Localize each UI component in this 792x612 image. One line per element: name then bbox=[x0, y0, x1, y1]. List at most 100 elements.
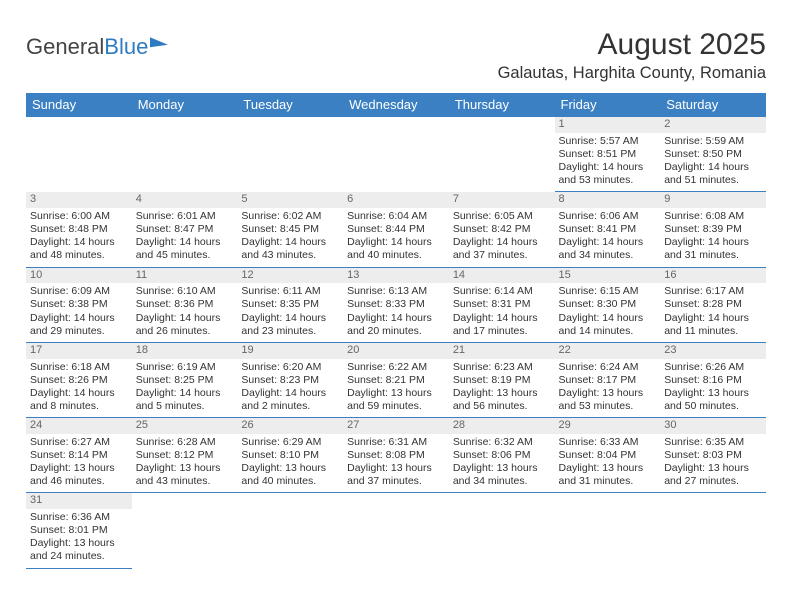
sunrise-text: Sunrise: 6:15 AM bbox=[559, 285, 657, 298]
weekday-header: Monday bbox=[132, 93, 238, 117]
sunrise-text: Sunrise: 6:33 AM bbox=[559, 436, 657, 449]
sunset-text: Sunset: 8:35 PM bbox=[241, 298, 339, 311]
weekday-header: Tuesday bbox=[237, 93, 343, 117]
sunrise-text: Sunrise: 6:06 AM bbox=[559, 210, 657, 223]
sunrise-text: Sunrise: 6:14 AM bbox=[453, 285, 551, 298]
day-number: 2 bbox=[660, 117, 766, 133]
day-cell: 6Sunrise: 6:04 AMSunset: 8:44 PMDaylight… bbox=[343, 192, 449, 267]
sunset-text: Sunset: 8:03 PM bbox=[664, 449, 762, 462]
sunset-text: Sunset: 8:06 PM bbox=[453, 449, 551, 462]
daylight-text: and 24 minutes. bbox=[30, 550, 128, 563]
day-number: 7 bbox=[449, 192, 555, 208]
daylight-text: Daylight: 14 hours bbox=[136, 236, 234, 249]
day-number: 31 bbox=[26, 493, 132, 509]
day-cell: 13Sunrise: 6:13 AMSunset: 8:33 PMDayligh… bbox=[343, 267, 449, 342]
day-cell: 27Sunrise: 6:31 AMSunset: 8:08 PMDayligh… bbox=[343, 418, 449, 493]
daylight-text: Daylight: 14 hours bbox=[136, 312, 234, 325]
sunset-text: Sunset: 8:17 PM bbox=[559, 374, 657, 387]
weekday-header: Sunday bbox=[26, 93, 132, 117]
sunrise-text: Sunrise: 6:32 AM bbox=[453, 436, 551, 449]
day-cell: 16Sunrise: 6:17 AMSunset: 8:28 PMDayligh… bbox=[660, 267, 766, 342]
month-title: August 2025 bbox=[498, 28, 766, 62]
day-number: 15 bbox=[555, 268, 661, 284]
sunset-text: Sunset: 8:45 PM bbox=[241, 223, 339, 236]
sunset-text: Sunset: 8:04 PM bbox=[559, 449, 657, 462]
daylight-text: and 43 minutes. bbox=[136, 475, 234, 488]
sunset-text: Sunset: 8:30 PM bbox=[559, 298, 657, 311]
daylight-text: Daylight: 14 hours bbox=[664, 161, 762, 174]
day-cell bbox=[449, 493, 555, 568]
sunset-text: Sunset: 8:38 PM bbox=[30, 298, 128, 311]
day-cell: 22Sunrise: 6:24 AMSunset: 8:17 PMDayligh… bbox=[555, 342, 661, 417]
daylight-text: and 8 minutes. bbox=[30, 400, 128, 413]
sunset-text: Sunset: 8:50 PM bbox=[664, 148, 762, 161]
weekday-header: Thursday bbox=[449, 93, 555, 117]
day-cell bbox=[237, 117, 343, 192]
day-cell bbox=[26, 117, 132, 192]
daylight-text: Daylight: 13 hours bbox=[136, 462, 234, 475]
day-number: 13 bbox=[343, 268, 449, 284]
daylight-text: and 50 minutes. bbox=[664, 400, 762, 413]
daylight-text: and 37 minutes. bbox=[347, 475, 445, 488]
day-cell: 8Sunrise: 6:06 AMSunset: 8:41 PMDaylight… bbox=[555, 192, 661, 267]
weekday-header: Friday bbox=[555, 93, 661, 117]
daylight-text: and 51 minutes. bbox=[664, 174, 762, 187]
sunset-text: Sunset: 8:36 PM bbox=[136, 298, 234, 311]
daylight-text: Daylight: 13 hours bbox=[453, 462, 551, 475]
day-cell bbox=[343, 117, 449, 192]
daylight-text: and 34 minutes. bbox=[559, 249, 657, 262]
logo-text-2: Blue bbox=[104, 34, 148, 60]
sunrise-text: Sunrise: 6:04 AM bbox=[347, 210, 445, 223]
sunrise-text: Sunrise: 6:23 AM bbox=[453, 361, 551, 374]
daylight-text: Daylight: 13 hours bbox=[241, 462, 339, 475]
day-cell: 14Sunrise: 6:14 AMSunset: 8:31 PMDayligh… bbox=[449, 267, 555, 342]
day-cell: 5Sunrise: 6:02 AMSunset: 8:45 PMDaylight… bbox=[237, 192, 343, 267]
daylight-text: Daylight: 14 hours bbox=[559, 161, 657, 174]
sunset-text: Sunset: 8:08 PM bbox=[347, 449, 445, 462]
sunrise-text: Sunrise: 6:02 AM bbox=[241, 210, 339, 223]
day-number: 21 bbox=[449, 343, 555, 359]
sunset-text: Sunset: 8:39 PM bbox=[664, 223, 762, 236]
day-cell: 17Sunrise: 6:18 AMSunset: 8:26 PMDayligh… bbox=[26, 342, 132, 417]
daylight-text: Daylight: 13 hours bbox=[559, 387, 657, 400]
sunset-text: Sunset: 8:12 PM bbox=[136, 449, 234, 462]
daylight-text: and 40 minutes. bbox=[241, 475, 339, 488]
day-cell: 10Sunrise: 6:09 AMSunset: 8:38 PMDayligh… bbox=[26, 267, 132, 342]
day-number: 17 bbox=[26, 343, 132, 359]
sunset-text: Sunset: 8:47 PM bbox=[136, 223, 234, 236]
day-number: 12 bbox=[237, 268, 343, 284]
day-number: 24 bbox=[26, 418, 132, 434]
daylight-text: and 26 minutes. bbox=[136, 325, 234, 338]
day-number: 23 bbox=[660, 343, 766, 359]
day-cell: 30Sunrise: 6:35 AMSunset: 8:03 PMDayligh… bbox=[660, 418, 766, 493]
daylight-text: Daylight: 14 hours bbox=[241, 236, 339, 249]
day-number: 14 bbox=[449, 268, 555, 284]
sunrise-text: Sunrise: 6:27 AM bbox=[30, 436, 128, 449]
day-cell bbox=[449, 117, 555, 192]
daylight-text: Daylight: 14 hours bbox=[453, 236, 551, 249]
sunset-text: Sunset: 8:42 PM bbox=[453, 223, 551, 236]
sunrise-text: Sunrise: 6:17 AM bbox=[664, 285, 762, 298]
day-number: 4 bbox=[132, 192, 238, 208]
daylight-text: Daylight: 13 hours bbox=[347, 462, 445, 475]
weekday-header: Saturday bbox=[660, 93, 766, 117]
daylight-text: Daylight: 14 hours bbox=[347, 236, 445, 249]
sunrise-text: Sunrise: 6:24 AM bbox=[559, 361, 657, 374]
day-cell: 23Sunrise: 6:26 AMSunset: 8:16 PMDayligh… bbox=[660, 342, 766, 417]
day-number: 10 bbox=[26, 268, 132, 284]
daylight-text: and 2 minutes. bbox=[241, 400, 339, 413]
day-cell: 24Sunrise: 6:27 AMSunset: 8:14 PMDayligh… bbox=[26, 418, 132, 493]
daylight-text: and 34 minutes. bbox=[453, 475, 551, 488]
sunrise-text: Sunrise: 6:29 AM bbox=[241, 436, 339, 449]
daylight-text: Daylight: 14 hours bbox=[30, 387, 128, 400]
day-cell: 4Sunrise: 6:01 AMSunset: 8:47 PMDaylight… bbox=[132, 192, 238, 267]
location: Galautas, Harghita County, Romania bbox=[498, 64, 766, 83]
sunset-text: Sunset: 8:31 PM bbox=[453, 298, 551, 311]
day-number: 30 bbox=[660, 418, 766, 434]
daylight-text: Daylight: 14 hours bbox=[453, 312, 551, 325]
daylight-text: Daylight: 14 hours bbox=[30, 236, 128, 249]
daylight-text: and 48 minutes. bbox=[30, 249, 128, 262]
daylight-text: and 45 minutes. bbox=[136, 249, 234, 262]
sunrise-text: Sunrise: 6:08 AM bbox=[664, 210, 762, 223]
day-number: 8 bbox=[555, 192, 661, 208]
